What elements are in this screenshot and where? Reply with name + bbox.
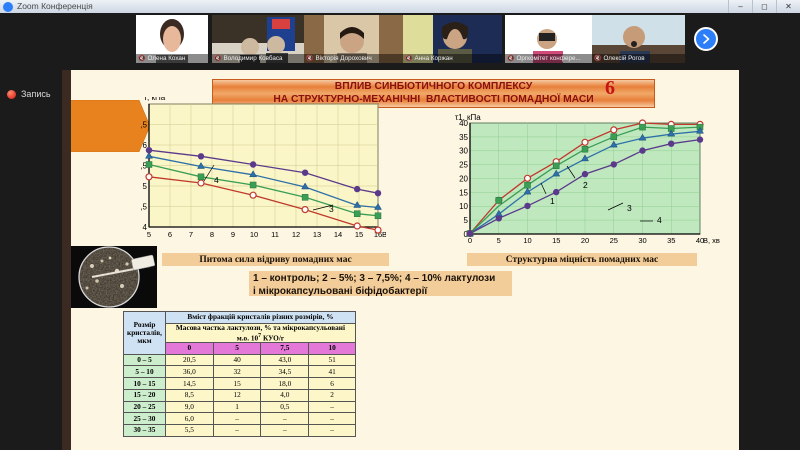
svg-text:15: 15 [552, 236, 560, 245]
svg-text:4: 4 [657, 215, 662, 225]
svg-text:Т, кПа: Т, кПа [143, 97, 166, 102]
svg-text:В, хв.: В, хв. [382, 230, 386, 237]
svg-text:30: 30 [638, 236, 646, 245]
svg-text:35: 35 [667, 236, 675, 245]
svg-text:15: 15 [459, 188, 468, 197]
svg-text:14: 14 [334, 230, 342, 237]
svg-text:В, хв: В, хв [703, 236, 720, 245]
svg-text:1: 1 [550, 196, 555, 206]
svg-text:4,5: 4,5 [141, 203, 148, 212]
svg-text:25: 25 [459, 161, 468, 170]
svg-text:25: 25 [610, 236, 618, 245]
svg-text:12: 12 [292, 230, 300, 237]
svg-text:10: 10 [459, 202, 468, 211]
svg-text:5: 5 [497, 236, 501, 245]
svg-text:30: 30 [459, 147, 468, 156]
svg-text:10: 10 [250, 230, 258, 237]
svg-text:7: 7 [189, 230, 193, 237]
svg-text:6: 6 [168, 230, 172, 237]
svg-text:2: 2 [583, 180, 588, 190]
svg-text:13: 13 [313, 230, 321, 237]
svg-text:20: 20 [581, 236, 589, 245]
svg-text:35: 35 [459, 133, 468, 142]
svg-text:τ1, кПа: τ1, кПа [455, 113, 481, 122]
svg-text:5: 5 [143, 182, 148, 191]
svg-text:15: 15 [355, 230, 363, 237]
svg-text:20: 20 [459, 174, 468, 183]
svg-text:8: 8 [210, 230, 214, 237]
svg-text:5: 5 [147, 230, 151, 237]
svg-text:3: 3 [627, 203, 632, 213]
svg-text:10: 10 [523, 236, 531, 245]
svg-text:5: 5 [464, 216, 469, 225]
svg-text:9: 9 [231, 230, 235, 237]
svg-text:0: 0 [468, 236, 472, 245]
svg-text:4: 4 [214, 175, 219, 185]
svg-text:11: 11 [271, 230, 279, 237]
svg-text:6,5: 6,5 [141, 121, 148, 130]
